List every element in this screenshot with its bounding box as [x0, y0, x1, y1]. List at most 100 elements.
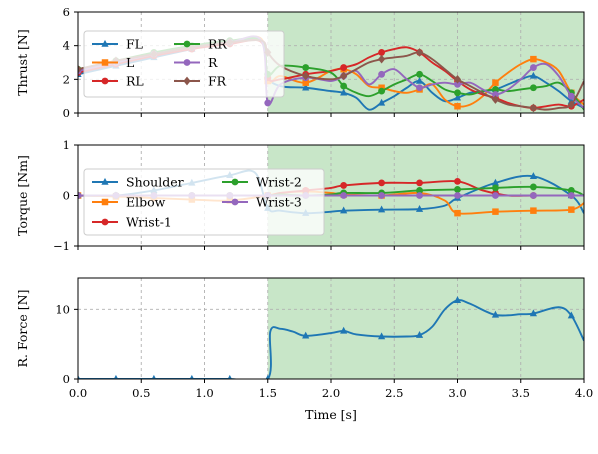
data-point: [491, 178, 500, 186]
y-tick-label: 4: [63, 39, 70, 53]
legend-marker: [183, 59, 191, 66]
data-point: [454, 186, 461, 193]
legend-marker: [183, 76, 191, 86]
legend-marker: [231, 178, 239, 186]
data-point: [491, 310, 500, 318]
data-point: [378, 54, 386, 64]
data-point: [492, 184, 499, 192]
data-point: [378, 192, 386, 199]
data-point: [302, 71, 310, 81]
data-point: [454, 209, 461, 217]
data-point: [378, 48, 386, 56]
data-point: [302, 83, 310, 91]
legend-label: Elbow: [126, 195, 166, 210]
data-point: [265, 374, 270, 379]
data-point: [340, 326, 348, 334]
data-point: [529, 183, 537, 191]
data-point: [529, 309, 537, 317]
data-point: [189, 374, 195, 379]
y-axis-label: Thrust [N]: [15, 29, 30, 96]
y-axis-label: Torque [Nm]: [15, 155, 30, 236]
legend-item: L: [92, 55, 134, 70]
legend-label: FR: [208, 74, 227, 89]
data-point: [302, 64, 310, 71]
x-tick-label: 1.5: [259, 386, 277, 400]
legend-item: R: [174, 55, 218, 70]
data-point: [151, 374, 157, 379]
y-tick-label: −1: [53, 239, 70, 253]
data-point: [340, 64, 348, 71]
data-point: [530, 55, 537, 63]
data-point: [78, 64, 82, 74]
data-point: [340, 71, 348, 81]
data-point: [492, 86, 499, 93]
legend-label: Wrist-3: [256, 195, 302, 210]
y-tick-label: 1: [63, 138, 70, 152]
legend-marker: [101, 198, 109, 206]
data-point: [416, 179, 423, 187]
data-point: [415, 330, 424, 338]
legend: Shoulder Elbow Wrist-1 Wrist-2 Wrist-3: [83, 168, 325, 236]
data-point: [415, 48, 424, 57]
legend-item: RL: [92, 74, 144, 89]
plot-area: [78, 296, 584, 379]
data-point: [415, 76, 424, 84]
data-point: [567, 100, 575, 109]
y-tick-label: 6: [63, 5, 70, 19]
data-point: [378, 205, 386, 213]
data-point: [529, 84, 537, 92]
data-point: [340, 181, 348, 189]
x-tick-label: 3.0: [448, 386, 466, 400]
y-tick-label: 0: [63, 372, 70, 386]
data-point: [340, 88, 348, 96]
data-point: [302, 331, 310, 339]
data-point: [529, 71, 537, 79]
data-point: [416, 192, 423, 199]
legend-item: FR: [174, 74, 227, 89]
highlight-region: [267, 278, 584, 379]
legend-item: FL: [92, 37, 143, 52]
y-axis-label: R. Force [N]: [15, 290, 30, 368]
data-point: [378, 70, 386, 78]
data-point: [453, 296, 462, 303]
data-point: [454, 192, 461, 199]
legend-label: RL: [126, 74, 144, 89]
subplot-3: 0 10 0.0 0.5 1.0 1.5 2.0 2.5 3.0 3.5 4.0 R. Force […: [15, 277, 593, 422]
legend-label: L: [126, 55, 134, 70]
highlight-region: [267, 12, 584, 113]
data-point: [416, 187, 423, 194]
x-tick-label: 0.5: [132, 386, 150, 400]
x-tick-label: 4.0: [575, 386, 593, 400]
data-point: [529, 64, 537, 71]
x-tick-label: 2.0: [322, 386, 340, 400]
data-point: [416, 84, 423, 92]
data-point: [340, 82, 348, 90]
y-tick-label: 0: [63, 106, 70, 120]
legend-label: Wrist-1: [126, 215, 172, 230]
data-point: [491, 95, 500, 104]
data-point: [492, 192, 499, 199]
data-point: [529, 192, 537, 199]
data-point: [529, 103, 537, 113]
series-line-force: [78, 299, 584, 379]
legend-label: FL: [126, 37, 143, 52]
data-point: [529, 172, 537, 180]
legend-item: Wrist-2: [222, 175, 302, 190]
data-point: [340, 192, 348, 199]
x-axis-label: Time [s]: [305, 407, 357, 422]
data-point: [264, 99, 272, 107]
data-point: [340, 206, 348, 214]
data-point: [453, 93, 462, 101]
legend-label: Shoulder: [126, 175, 184, 190]
data-point: [78, 192, 82, 199]
x-tick-label: 0.0: [69, 386, 87, 400]
data-point: [568, 206, 575, 213]
legend-label: RR: [208, 37, 227, 52]
legend-item: Wrist-3: [222, 195, 302, 210]
data-point: [492, 91, 499, 98]
x-tick-label: 3.5: [512, 386, 530, 400]
legend-label: Wrist-2: [256, 175, 302, 190]
data-point: [416, 70, 423, 78]
